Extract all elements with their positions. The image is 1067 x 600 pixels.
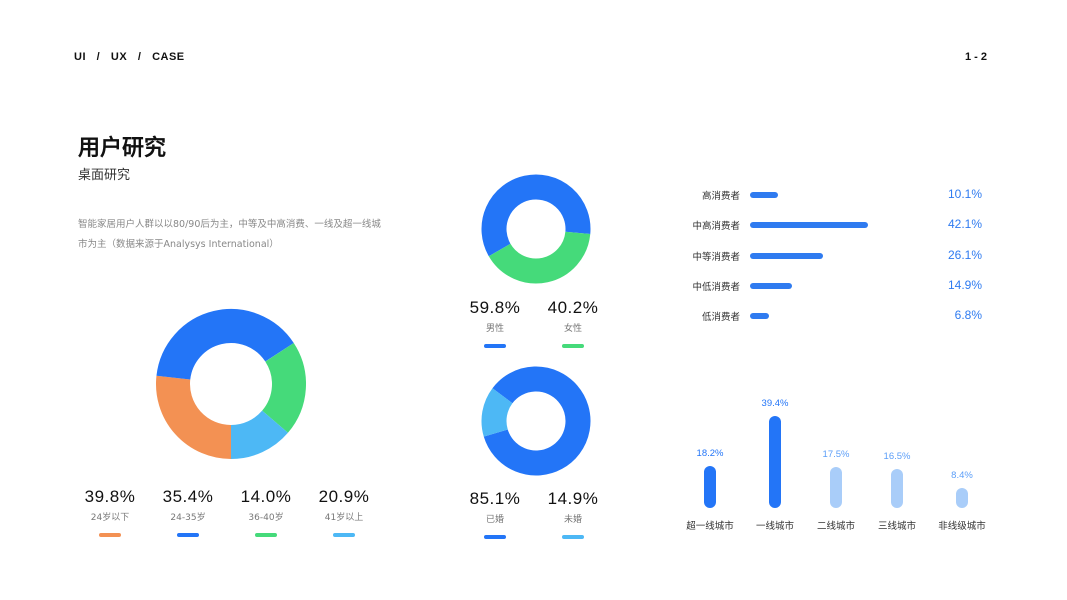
consumption-bar: [750, 192, 779, 198]
consumption-bar-label: 低消费者: [701, 312, 740, 324]
city-column: [704, 465, 716, 508]
marital-legend-label: 已婚: [485, 515, 504, 525]
consumption-bar-value: 6.8%: [954, 308, 982, 323]
gender-legend-swatch: [562, 344, 584, 348]
age-legend-swatch: [99, 533, 121, 537]
age-legend-value: 20.9%: [318, 487, 370, 506]
marital-legend-item: 14.9% 未婚: [538, 489, 608, 539]
marital-legend-swatch: [562, 535, 584, 539]
age-donut-slice-3: [230, 410, 288, 459]
city-column-value: 16.5%: [883, 451, 911, 463]
city-column-value: 39.4%: [761, 398, 789, 409]
gender-legend-label: 男性: [485, 324, 504, 334]
consumption-bar: [750, 313, 770, 320]
gender-legend-label: 女性: [563, 324, 582, 334]
age-donut-slice-1: [156, 309, 294, 381]
consumption-bar-label: 中等消费者: [692, 251, 740, 263]
marital-donut-slice-1: [481, 388, 513, 437]
marital-legend-value: 85.1%: [469, 489, 521, 508]
age-legend-swatch: [177, 533, 199, 537]
marital-legend-value: 14.9%: [547, 489, 599, 508]
section-description: 智能家居用户人群以以80/90后为主，中等及中高消费、一线及超一线城市为主（数据…: [78, 219, 381, 250]
age-legend-label: 41岁以上: [324, 513, 364, 523]
city-column-value: 8.4%: [951, 470, 973, 482]
gender-legend-value: 59.8%: [469, 298, 521, 317]
section-subtitle: 桌面研究: [78, 168, 131, 183]
consumption-bar-value: 10.1%: [947, 187, 982, 201]
consumption-bar-value: 42.1%: [947, 217, 982, 232]
age-donut-slice-2: [261, 342, 306, 433]
city-column: [891, 469, 903, 508]
city-column-label: 非线级城市: [938, 521, 986, 532]
marital-donut-slice-0: [483, 366, 591, 476]
age-donut-slice-0: [156, 375, 232, 459]
age-legend-label: 24岁以下: [90, 513, 130, 523]
marital-legend-item: 85.1% 已婚: [460, 489, 530, 539]
age-legend-item: 35.4% 24-35岁: [153, 487, 223, 537]
age-legend-item: 14.0% 36-40岁: [231, 487, 301, 537]
city-column-value: 17.5%: [822, 449, 850, 461]
age-legend-item: 39.8% 24岁以下: [75, 487, 145, 537]
age-legend-swatch: [255, 533, 277, 537]
age-legend-swatch: [333, 533, 355, 537]
consumption-bar-value: 26.1%: [947, 247, 982, 262]
city-column-label: 一线城市: [755, 521, 794, 532]
gender-legend-value: 40.2%: [547, 298, 599, 317]
consumption-bar: [750, 282, 792, 289]
page-number: 1 - 2: [964, 51, 987, 63]
age-legend-label: 24-35岁: [170, 513, 206, 523]
age-legend-label: 36-40岁: [248, 513, 284, 523]
city-column: [956, 488, 968, 508]
consumption-bar-label: 中低消费者: [692, 281, 740, 293]
gender-legend-item: 59.8% 男性: [460, 298, 530, 348]
age-legend-item: 20.9% 41岁以上: [309, 487, 379, 537]
city-column-value: 18.2%: [696, 447, 724, 459]
age-legend-value: 35.4%: [162, 487, 214, 506]
city-column-label: 二线城市: [816, 521, 855, 532]
gender-donut-slice-1: [488, 231, 591, 284]
consumption-bar-label: 中高消费者: [692, 221, 740, 233]
age-legend-value: 39.8%: [84, 487, 136, 506]
gender-legend-swatch: [484, 344, 506, 348]
city-column-label: 三线城市: [877, 521, 916, 532]
city-column: [769, 416, 781, 508]
age-legend-value: 14.0%: [240, 487, 292, 506]
consumption-bar: [750, 222, 868, 229]
city-column: [830, 467, 842, 508]
city-column-label: 超一线城市: [686, 521, 734, 532]
header-breadcrumb: UI / UX / CASE: [74, 51, 185, 63]
marital-legend-label: 未婚: [563, 515, 582, 525]
marital-legend-swatch: [484, 535, 506, 539]
consumption-bar: [750, 252, 824, 259]
gender-legend-item: 40.2% 女性: [538, 298, 608, 348]
consumption-bar-value: 14.9%: [947, 277, 982, 292]
consumption-bar-label: 高消费者: [701, 191, 740, 202]
section-title: 用户研究: [78, 136, 167, 161]
gender-donut-slice-0: [481, 174, 591, 257]
